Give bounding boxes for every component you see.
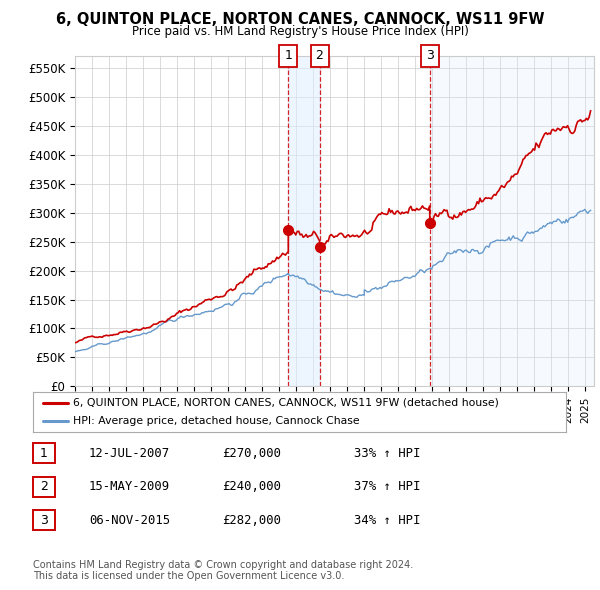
Bar: [289, 56, 320, 386]
Text: This data is licensed under the Open Government Licence v3.0.: This data is licensed under the Open Gov…: [33, 571, 344, 581]
Text: 3: 3: [426, 49, 434, 62]
Text: 6, QUINTON PLACE, NORTON CANES, CANNOCK, WS11 9FW (detached house): 6, QUINTON PLACE, NORTON CANES, CANNOCK,…: [73, 398, 499, 408]
Text: 33% ↑ HPI: 33% ↑ HPI: [354, 447, 421, 460]
Text: Price paid vs. HM Land Registry's House Price Index (HPI): Price paid vs. HM Land Registry's House …: [131, 25, 469, 38]
Text: £270,000: £270,000: [222, 447, 281, 460]
Text: 6, QUINTON PLACE, NORTON CANES, CANNOCK, WS11 9FW: 6, QUINTON PLACE, NORTON CANES, CANNOCK,…: [56, 12, 544, 27]
Text: 2: 2: [316, 49, 323, 62]
Text: 37% ↑ HPI: 37% ↑ HPI: [354, 480, 421, 493]
Text: 1: 1: [284, 49, 292, 62]
Text: 34% ↑ HPI: 34% ↑ HPI: [354, 514, 421, 527]
Bar: [430, 56, 594, 386]
Text: Contains HM Land Registry data © Crown copyright and database right 2024.: Contains HM Land Registry data © Crown c…: [33, 560, 413, 570]
Text: 2: 2: [40, 480, 48, 493]
Text: £282,000: £282,000: [222, 514, 281, 527]
Text: 15-MAY-2009: 15-MAY-2009: [89, 480, 170, 493]
Text: 3: 3: [40, 514, 48, 527]
Text: 1: 1: [40, 447, 48, 460]
Text: 12-JUL-2007: 12-JUL-2007: [89, 447, 170, 460]
Text: £240,000: £240,000: [222, 480, 281, 493]
Text: HPI: Average price, detached house, Cannock Chase: HPI: Average price, detached house, Cann…: [73, 416, 359, 426]
Text: 06-NOV-2015: 06-NOV-2015: [89, 514, 170, 527]
